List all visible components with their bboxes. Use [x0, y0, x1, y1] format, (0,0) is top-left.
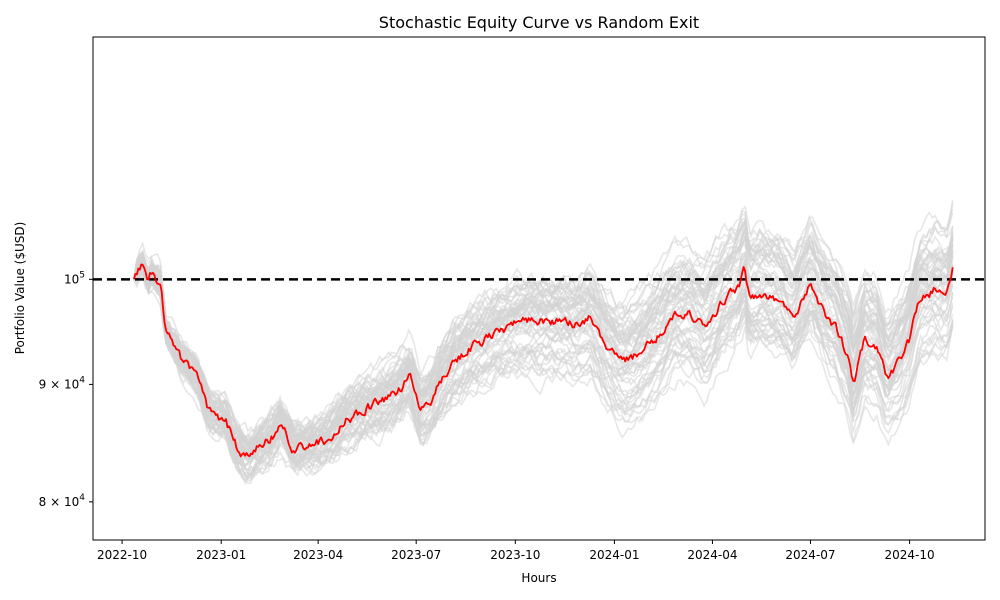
- x-tick-label: 2023-10: [490, 548, 540, 562]
- background-paths-layer: [133, 199, 954, 486]
- y-tick-label: 8 × 104: [39, 493, 86, 509]
- x-tick-label: 2022-10: [97, 548, 147, 562]
- x-tick-label: 2024-10: [885, 548, 935, 562]
- plot-frame: [92, 36, 986, 541]
- simulated-path-line: [133, 236, 954, 457]
- x-axis: 2022-10 2023-01 2023-04 2023-07 2023-10 2024-…: [97, 540, 935, 562]
- x-axis-title: Hours: [521, 571, 556, 585]
- y-axis: 105 9 × 104 8 × 104: [39, 270, 93, 509]
- simulated-path-line: [133, 219, 954, 451]
- x-tick-label: 2023-04: [293, 548, 343, 562]
- highlight-series-line: [133, 263, 954, 458]
- y-tick-label: 9 × 104: [39, 375, 86, 391]
- y-tick-label: 105: [64, 270, 85, 286]
- simulated-path-line: [133, 228, 954, 457]
- x-tick-label: 2023-01: [196, 548, 246, 562]
- simulated-path-line: [133, 260, 954, 467]
- simulated-path-line: [133, 268, 954, 465]
- y-axis-title: Portfolio Value ($USD): [13, 222, 27, 355]
- x-tick-label: 2024-04: [687, 548, 737, 562]
- simulated-path-line: [133, 208, 954, 448]
- x-tick-label: 2024-01: [589, 548, 639, 562]
- x-tick-label: 2023-07: [391, 548, 441, 562]
- x-tick-label: 2024-07: [785, 548, 835, 562]
- simulated-path-line: [133, 230, 954, 456]
- chart-title: Stochastic Equity Curve vs Random Exit: [379, 13, 699, 32]
